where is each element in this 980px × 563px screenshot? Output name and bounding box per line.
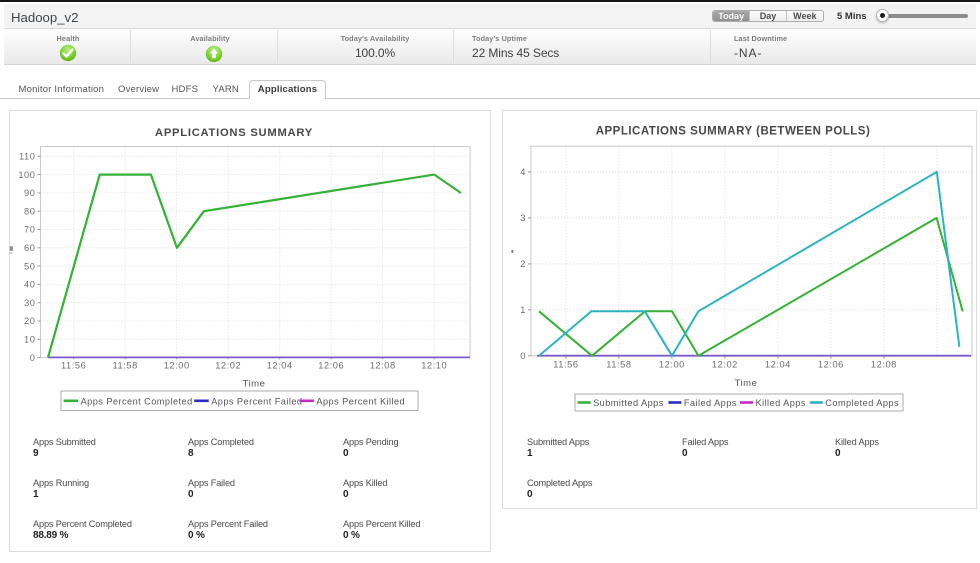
svg-text:Time: Time	[243, 379, 266, 390]
svg-text:12:02: 12:02	[215, 361, 241, 371]
svg-text:Apps Percent Killed: Apps Percent Killed	[316, 396, 405, 406]
svg-text:12:04: 12:04	[765, 359, 791, 369]
svg-text:12:10: 12:10	[421, 361, 447, 371]
svg-text:12:04: 12:04	[267, 361, 293, 371]
svg-text:0: 0	[520, 351, 526, 361]
svg-text:1: 1	[520, 305, 526, 315]
svg-text:110: 110	[19, 152, 35, 162]
svg-text:11:56: 11:56	[61, 361, 86, 371]
svg-text:11:58: 11:58	[113, 361, 138, 371]
svg-text:4: 4	[520, 167, 526, 177]
svg-text:0: 0	[30, 353, 36, 363]
svg-text:11:58: 11:58	[606, 359, 631, 369]
svg-text:Killed Apps: Killed Apps	[756, 398, 806, 408]
svg-text:Failed Apps: Failed Apps	[684, 398, 737, 408]
svg-text:APPLICATIONS SUMMARY: APPLICATIONS SUMMARY	[155, 127, 313, 139]
svg-text:60: 60	[24, 243, 35, 253]
svg-text:Completed Apps: Completed Apps	[825, 398, 899, 408]
svg-text:70: 70	[24, 225, 35, 235]
svg-text:3: 3	[520, 213, 526, 223]
svg-text:90: 90	[24, 188, 35, 198]
svg-text:50: 50	[24, 261, 35, 271]
svg-text:20: 20	[24, 316, 35, 326]
svg-text:12:00: 12:00	[164, 361, 190, 371]
svg-text:30: 30	[24, 298, 35, 308]
svg-text:Apps Percent Failed: Apps Percent Failed	[211, 396, 302, 406]
svg-text:12:08: 12:08	[871, 359, 897, 369]
svg-text:12:08: 12:08	[370, 361, 396, 371]
svg-text:Time: Time	[735, 378, 758, 389]
svg-text:Apps Percent Completed: Apps Percent Completed	[81, 396, 193, 406]
svg-text:11:56: 11:56	[553, 359, 578, 369]
svg-text:12:06: 12:06	[818, 359, 844, 369]
svg-text:80: 80	[24, 206, 35, 216]
svg-text:100: 100	[18, 170, 35, 180]
svg-text:12:06: 12:06	[318, 361, 344, 371]
svg-text:APPLICATIONS SUMMARY (BETWEEN: APPLICATIONS SUMMARY (BETWEEN POLLS)	[596, 126, 871, 138]
svg-text:12:00: 12:00	[659, 359, 685, 369]
svg-text:10: 10	[24, 335, 35, 345]
svg-text:2: 2	[520, 259, 526, 269]
svg-text:Submitted Apps: Submitted Apps	[593, 398, 664, 408]
svg-text:12:02: 12:02	[712, 359, 738, 369]
svg-text:40: 40	[24, 280, 35, 290]
